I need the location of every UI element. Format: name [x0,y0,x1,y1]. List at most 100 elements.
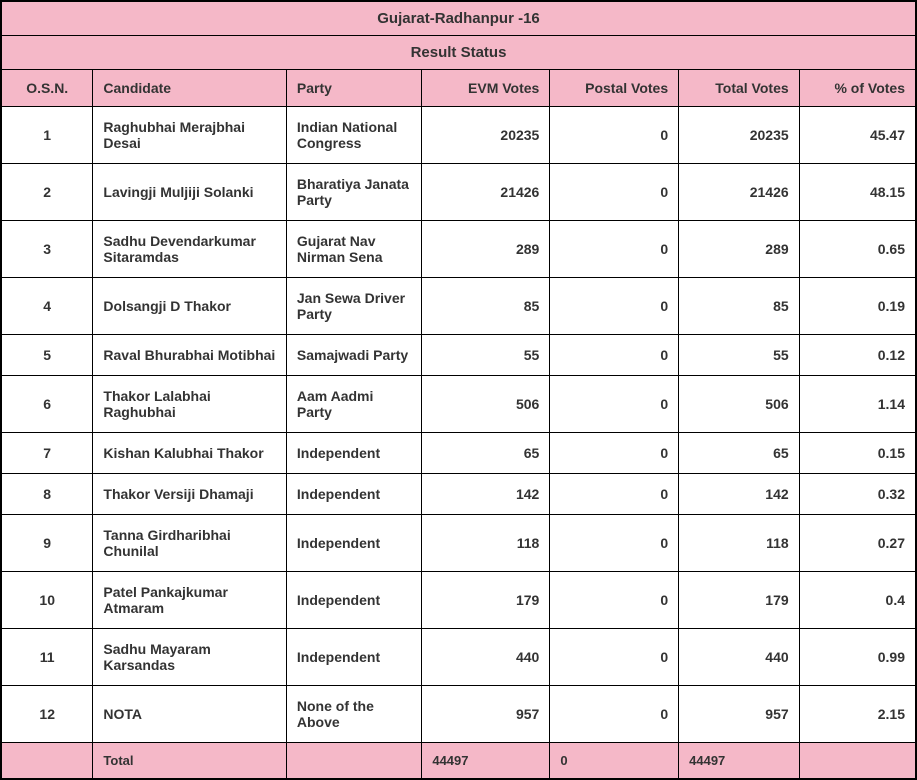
cell-total: 20235 [679,107,800,164]
cell-osn: 7 [1,433,93,474]
cell-osn: 4 [1,278,93,335]
cell-party: Independent [286,629,421,686]
cell-osn: 10 [1,572,93,629]
cell-pct: 45.47 [799,107,916,164]
constituency-title: Gujarat-Radhanpur -16 [1,1,916,36]
cell-postal: 0 [550,107,679,164]
cell-evm: 21426 [422,164,550,221]
table-row: 8Thakor Versiji DhamajiIndependent142014… [1,474,916,515]
header-postal: Postal Votes [550,70,679,107]
cell-candidate: Sadhu Devendarkumar Sitaramdas [93,221,286,278]
cell-postal: 0 [550,433,679,474]
table-row: 3Sadhu Devendarkumar SitaramdasGujarat N… [1,221,916,278]
cell-postal: 0 [550,335,679,376]
cell-postal: 0 [550,376,679,433]
cell-total: 142 [679,474,800,515]
total-pct [799,743,916,780]
cell-postal: 0 [550,515,679,572]
cell-total: 85 [679,278,800,335]
cell-candidate: Raghubhai Merajbhai Desai [93,107,286,164]
cell-candidate: Dolsangji D Thakor [93,278,286,335]
cell-osn: 2 [1,164,93,221]
cell-pct: 0.15 [799,433,916,474]
cell-evm: 85 [422,278,550,335]
header-party: Party [286,70,421,107]
cell-osn: 12 [1,686,93,743]
table-row: 5Raval Bhurabhai MotibhaiSamajwadi Party… [1,335,916,376]
table-row: 11Sadhu Mayaram KarsandasIndependent4400… [1,629,916,686]
total-total: 44497 [679,743,800,780]
cell-osn: 1 [1,107,93,164]
cell-osn: 3 [1,221,93,278]
cell-party: Independent [286,474,421,515]
table-row: 1Raghubhai Merajbhai DesaiIndian Nationa… [1,107,916,164]
cell-osn: 5 [1,335,93,376]
cell-postal: 0 [550,474,679,515]
cell-postal: 0 [550,572,679,629]
header-total: Total Votes [679,70,800,107]
total-postal: 0 [550,743,679,780]
cell-evm: 142 [422,474,550,515]
cell-postal: 0 [550,278,679,335]
header-evm: EVM Votes [422,70,550,107]
cell-total: 21426 [679,164,800,221]
cell-total: 289 [679,221,800,278]
cell-party: Gujarat Nav Nirman Sena [286,221,421,278]
cell-candidate: Thakor Versiji Dhamaji [93,474,286,515]
cell-pct: 0.65 [799,221,916,278]
header-row: O.S.N. Candidate Party EVM Votes Postal … [1,70,916,107]
cell-total: 179 [679,572,800,629]
cell-candidate: Patel Pankajkumar Atmaram [93,572,286,629]
cell-postal: 0 [550,221,679,278]
cell-evm: 55 [422,335,550,376]
cell-party: Jan Sewa Driver Party [286,278,421,335]
cell-total: 118 [679,515,800,572]
subtitle-row: Result Status [1,36,916,70]
table-row: 2Lavingji Muljiji SolankiBharatiya Janat… [1,164,916,221]
cell-total: 55 [679,335,800,376]
cell-candidate: NOTA [93,686,286,743]
cell-evm: 440 [422,629,550,686]
cell-party: Indian National Congress [286,107,421,164]
result-status-label: Result Status [1,36,916,70]
cell-osn: 6 [1,376,93,433]
cell-total: 957 [679,686,800,743]
total-osn-blank [1,743,93,780]
cell-candidate: Tanna Girdharibhai Chunilal [93,515,286,572]
table-row: 12NOTANone of the Above95709572.15 [1,686,916,743]
header-candidate: Candidate [93,70,286,107]
cell-pct: 0.32 [799,474,916,515]
cell-pct: 2.15 [799,686,916,743]
cell-total: 506 [679,376,800,433]
cell-candidate: Thakor Lalabhai Raghubhai [93,376,286,433]
cell-postal: 0 [550,164,679,221]
cell-evm: 957 [422,686,550,743]
cell-candidate: Sadhu Mayaram Karsandas [93,629,286,686]
cell-evm: 289 [422,221,550,278]
cell-party: Independent [286,515,421,572]
cell-pct: 0.12 [799,335,916,376]
result-table: Gujarat-Radhanpur -16 Result Status O.S.… [0,0,917,780]
cell-pct: 0.19 [799,278,916,335]
table-body: 1Raghubhai Merajbhai DesaiIndian Nationa… [1,107,916,743]
cell-osn: 11 [1,629,93,686]
cell-evm: 65 [422,433,550,474]
cell-evm: 179 [422,572,550,629]
cell-pct: 0.4 [799,572,916,629]
cell-party: Independent [286,433,421,474]
cell-party: None of the Above [286,686,421,743]
cell-pct: 48.15 [799,164,916,221]
cell-party: Bharatiya Janata Party [286,164,421,221]
cell-postal: 0 [550,629,679,686]
cell-candidate: Lavingji Muljiji Solanki [93,164,286,221]
table-row: 9Tanna Girdharibhai ChunilalIndependent1… [1,515,916,572]
cell-evm: 506 [422,376,550,433]
cell-party: Samajwadi Party [286,335,421,376]
total-evm: 44497 [422,743,550,780]
cell-candidate: Raval Bhurabhai Motibhai [93,335,286,376]
title-row: Gujarat-Radhanpur -16 [1,1,916,36]
total-row: Total 44497 0 44497 [1,743,916,780]
table-row: 10Patel Pankajkumar AtmaramIndependent17… [1,572,916,629]
cell-total: 65 [679,433,800,474]
cell-total: 440 [679,629,800,686]
